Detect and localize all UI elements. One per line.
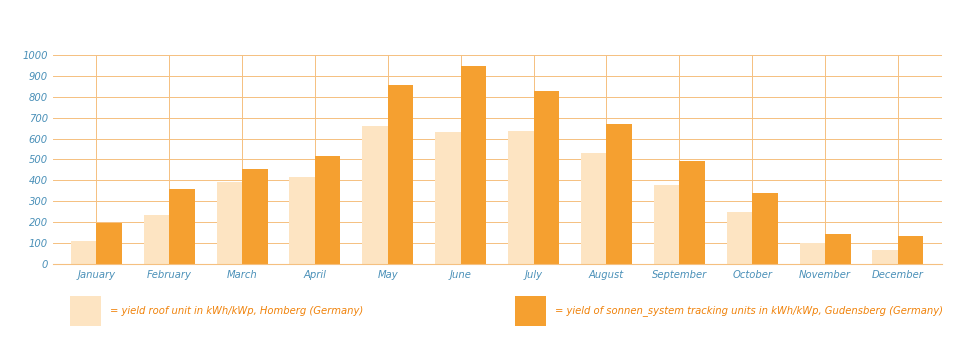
Bar xyxy=(873,250,898,264)
Bar xyxy=(71,241,97,264)
Bar xyxy=(581,153,606,264)
Text: ANNUAL YIELD by COMPARISON – Reference roof unit and our sonnen_system tracking : ANNUAL YIELD by COMPARISON – Reference r… xyxy=(63,30,851,40)
Bar xyxy=(680,161,705,264)
Bar xyxy=(290,177,315,264)
Bar xyxy=(799,244,825,264)
Bar xyxy=(143,215,169,264)
Bar xyxy=(435,132,461,264)
Bar xyxy=(752,193,777,264)
Text: = yield roof unit in kWh/kWp, Homberg (Germany): = yield roof unit in kWh/kWp, Homberg (G… xyxy=(110,306,363,316)
Bar xyxy=(825,234,851,264)
Bar xyxy=(606,124,632,264)
Bar xyxy=(97,224,121,264)
Bar xyxy=(898,236,923,264)
Bar xyxy=(242,169,268,264)
Bar xyxy=(217,182,242,264)
Bar xyxy=(169,189,195,264)
Bar xyxy=(362,126,388,264)
Bar xyxy=(654,185,680,264)
Bar xyxy=(533,91,559,264)
Text: = yield of sonnen_system tracking units in kWh/kWp, Gudensberg (Germany): = yield of sonnen_system tracking units … xyxy=(554,305,943,316)
Bar xyxy=(727,212,752,264)
Bar xyxy=(508,131,533,264)
FancyBboxPatch shape xyxy=(71,296,101,326)
Bar xyxy=(315,156,340,264)
Bar xyxy=(461,66,487,264)
Bar xyxy=(388,85,413,264)
FancyBboxPatch shape xyxy=(515,296,546,326)
